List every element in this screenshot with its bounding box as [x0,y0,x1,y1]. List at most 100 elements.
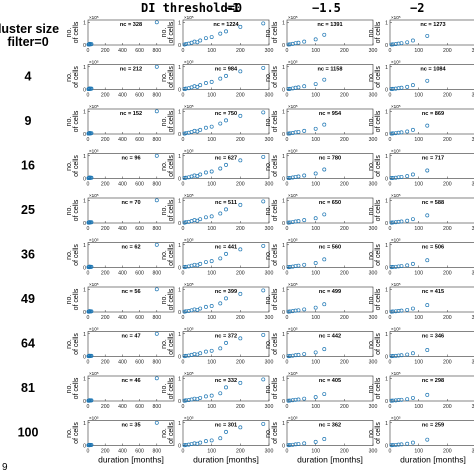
x-tick-label: 100 [414,271,423,277]
data-point [198,172,203,177]
y-axis-label-line2: of cells [375,377,382,399]
x-tick-label: 300 [369,315,378,321]
data-point [224,29,228,34]
x-tick-label: 100 [311,182,320,188]
nc-label: nc = 405 [319,378,341,384]
x-axis-label: duration [months] [193,455,259,465]
nc-label: nc = 499 [319,289,341,295]
col-header-minus-1-5: −1.5 [312,1,341,15]
x-tick-label: 200 [443,404,452,410]
y-tick-label: 0 [282,43,285,49]
y-axis-label-line1: no. [161,206,168,216]
data-point [425,392,430,397]
x-tick-label: 400 [118,360,127,366]
y-axis-label-line2: of cells [73,199,80,221]
plot-frame [389,331,474,357]
y-tick-label: 1 [282,154,285,160]
nc-label: nc = 46 [121,378,140,384]
plot-frame [182,375,270,402]
plot-frame [286,153,374,179]
y-axis-label: no. of cells [368,66,382,88]
x-tick-label: 300 [265,404,274,410]
x-tick-label: 200 [340,404,349,410]
y-axis-label: no. of cells [161,66,175,88]
x-tick-label: 400 [118,182,127,188]
data-point [302,84,307,89]
x-tick-label: 0 [389,137,392,143]
nc-label: nc = 362 [319,423,341,429]
x-tick-label: 100 [414,360,423,366]
y-exponent-label: ×10⁵ [288,327,298,332]
data-point [209,124,214,129]
data-point [302,441,307,446]
y-tick-label: 1 [385,154,388,160]
x-tick-label: 300 [265,48,274,54]
plot-frame [182,286,270,313]
y-axis-label: no. of cells [161,377,175,399]
x-tick-label: 0 [87,137,90,143]
y-exponent-label: ×10⁵ [184,149,194,154]
x-tick-label: 200 [443,182,452,188]
y-tick-label: 1 [282,332,285,338]
data-point [203,260,208,264]
data-point [89,131,94,136]
y-axis-label-line2: of cells [73,244,80,266]
x-tick-label: 800 [152,360,161,366]
nc-label: nc = 627 [215,156,237,162]
data-point [286,265,291,270]
data-point [389,42,394,47]
y-tick-label: 0 [282,221,285,227]
x-tick-label: 600 [135,449,144,455]
data-point [389,220,394,225]
y-axis-label-line1: no. [368,250,375,260]
x-tick-label: 200 [340,271,349,277]
data-point [198,127,203,132]
x-tick-label: 200 [340,48,349,54]
nc-label: nc = 1224 [213,22,239,28]
y-axis-label: no. of cells [265,110,279,132]
y-axis-label-line1: no. [265,295,272,305]
x-tick-label: 600 [135,360,144,366]
nc-label: nc = 650 [319,200,341,206]
y-tick-label: 1 [178,287,181,293]
y-exponent-label: ×10⁵ [184,282,194,287]
data-point [89,42,94,47]
y-axis-label-line2: of cells [375,333,382,355]
y-axis-label: no. of cells [161,422,175,444]
y-axis-label: no. of cells [368,155,382,177]
y-axis-label: no. of cells [66,155,80,177]
y-axis-label-line2: of cells [272,422,279,444]
data-point [209,304,214,308]
data-point [410,306,415,311]
data-point [405,40,410,45]
x-tick-label: 100 [207,48,216,54]
data-point [261,243,266,248]
subplot-r5-c3: 0 1×10⁵ 0 100 200 300 nc = 506 no.of cells [368,238,474,277]
y-axis-label-line2: of cells [375,21,382,43]
x-tick-label: 300 [472,226,474,232]
plot-frame [389,375,474,402]
y-exponent-label: ×10⁵ [184,238,194,243]
x-tick-label: 200 [443,315,452,321]
x-tick-label: 800 [152,226,161,232]
x-tick-label: 300 [265,137,274,143]
data-point [313,261,318,265]
x-tick-label: 100 [414,404,423,410]
y-tick-label: 0 [83,310,86,316]
data-point [302,262,307,267]
data-point [296,442,301,446]
nc-label: nc = 780 [319,156,341,162]
plot-frame [87,331,175,357]
x-tick-label: 200 [101,226,110,232]
y-axis-label-line2: of cells [73,377,80,399]
x-tick-label: 300 [369,48,378,54]
y-exponent-label: ×10⁵ [288,60,298,65]
y-axis-label-line2: of cells [272,377,279,399]
x-tick-label: 100 [207,360,216,366]
x-tick-label: 600 [135,315,144,321]
x-tick-label: 200 [236,182,245,188]
y-axis-label-line2: of cells [272,333,279,355]
data-point [296,308,301,313]
